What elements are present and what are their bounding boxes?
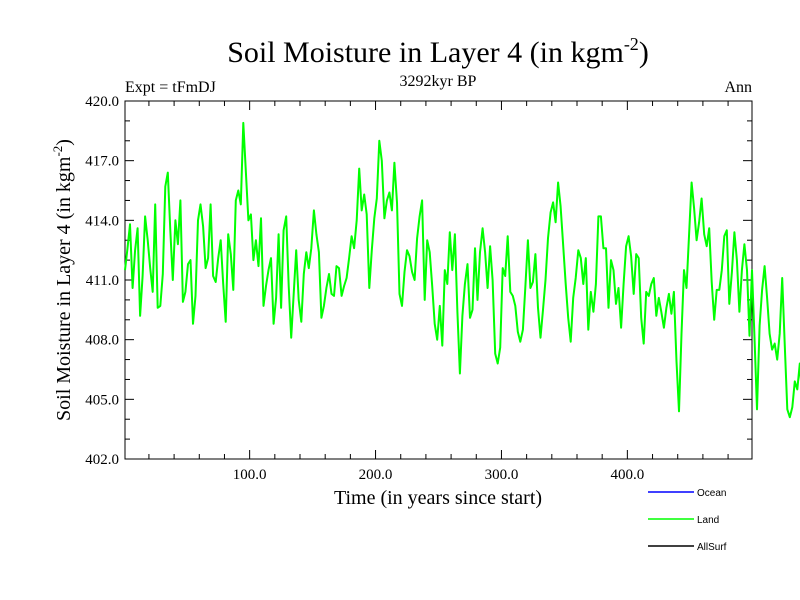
legend: Ocean Land AllSurf [648, 488, 727, 553]
subtitle: 3292kyr BP [400, 73, 477, 90]
title-main: Soil Moisture in Layer 4 (in kgm [227, 36, 624, 69]
legend-ocean-label: Ocean [697, 488, 726, 499]
experiment-label: Expt = tFmDJ [125, 79, 216, 96]
x-axis-ticks: 100.0 200.0 300.0 400.0 [148, 101, 729, 483]
y-axis-label-main: Soil Moisture in Layer 4 (in kgm [53, 156, 75, 421]
y-tick-label: 408.0 [85, 333, 119, 349]
season-label: Ann [724, 79, 752, 96]
plot-frame [124, 100, 753, 460]
y-tick-label: 402.0 [85, 452, 119, 468]
x-tick-label: 400.0 [610, 467, 644, 483]
chart-title: Soil Moisture in Layer 4 (in kgm-2) [227, 34, 649, 69]
series-land-line [124, 121, 800, 419]
y-axis-label-superscript: -2 [50, 146, 65, 157]
legend-land-label: Land [697, 515, 719, 526]
y-axis-label: Soil Moisture in Layer 4 (in kgm-2) [50, 139, 75, 421]
title-close: ) [639, 36, 649, 69]
y-tick-label: 405.0 [85, 392, 119, 408]
y-axis-label-close: ) [53, 139, 75, 146]
x-tick-label: 200.0 [359, 467, 393, 483]
x-tick-label: 100.0 [233, 467, 267, 483]
x-axis-label: Time (in years since start) [334, 487, 542, 509]
y-tick-label: 420.0 [85, 94, 119, 110]
legend-allsurf-label: AllSurf [697, 542, 727, 553]
x-tick-label: 300.0 [485, 467, 519, 483]
y-tick-label: 417.0 [85, 154, 119, 170]
y-tick-label: 411.0 [86, 273, 119, 289]
y-tick-label: 414.0 [85, 213, 119, 229]
title-superscript: -2 [624, 34, 639, 54]
